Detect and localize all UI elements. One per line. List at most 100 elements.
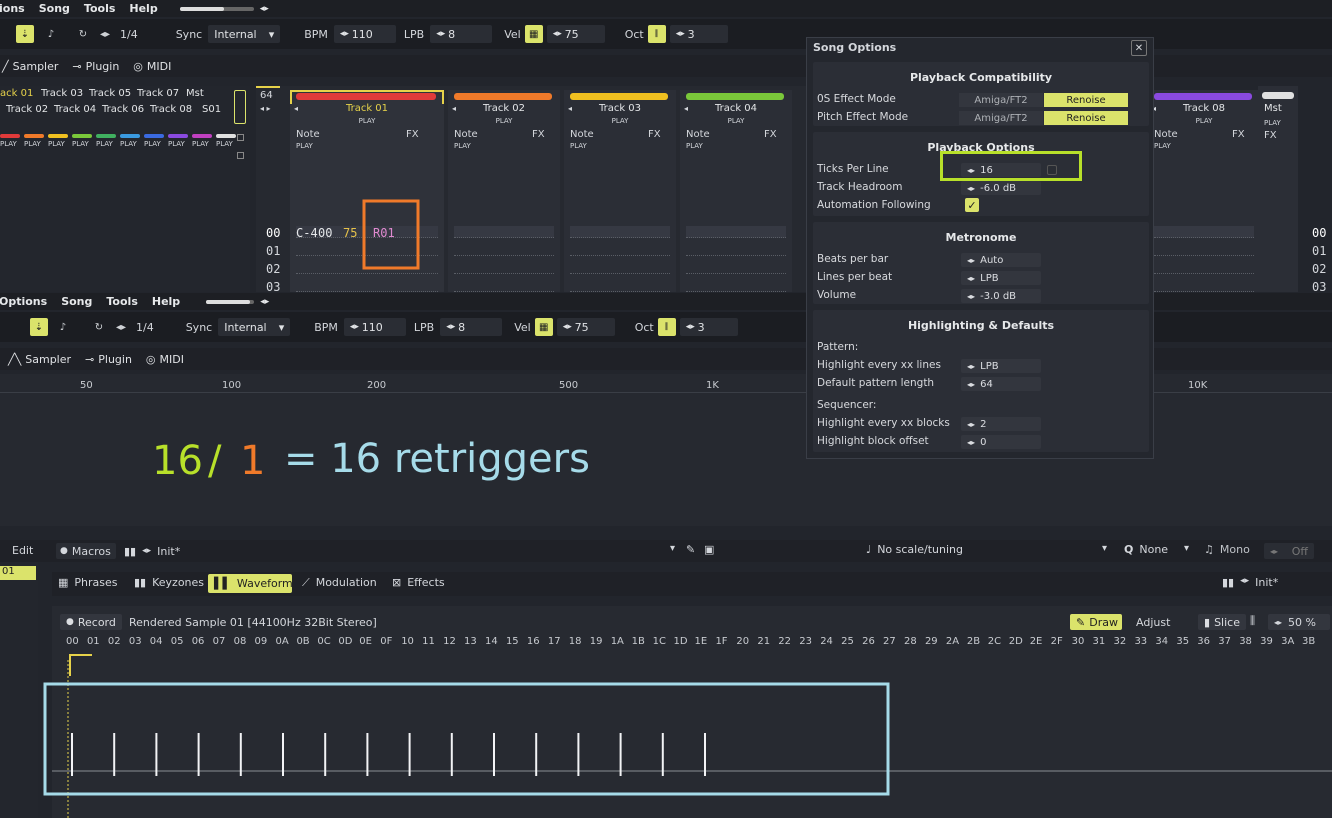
track-matrix-r1-2[interactable]: Track 05 <box>89 88 132 99</box>
glide-off-field[interactable]: ◂▸ Off <box>1264 543 1314 559</box>
mid-vel-field[interactable]: ◂▸ 75 <box>556 318 615 336</box>
zoom-field[interactable]: ◂▸ 50 % <box>1268 614 1330 630</box>
track-matrix-r2-2[interactable]: Track 06 <box>102 104 145 115</box>
matrix-toggle-icon[interactable] <box>234 90 246 124</box>
track-column[interactable] <box>564 90 676 292</box>
scale-select[interactable]: ♩ No scale/tuning <box>866 543 963 556</box>
volume-cell[interactable]: 75 <box>343 226 358 240</box>
tab-sampler-top[interactable]: ╱ Sampler <box>2 59 59 73</box>
ticks-checkbox[interactable] <box>1047 165 1057 175</box>
track-column[interactable] <box>290 90 444 104</box>
draw-button[interactable]: ✎ Draw <box>1070 614 1122 630</box>
edit-pencil-icon[interactable]: ✎ <box>686 543 696 556</box>
track-name[interactable]: Track 04 <box>714 103 758 114</box>
mid-metronome-icon[interactable]: ♪ <box>59 321 67 333</box>
pitch-mode-renoise[interactable]: Renoise <box>1044 111 1128 125</box>
mid-line-step-value[interactable]: 1/4 <box>136 320 154 334</box>
pattern-row[interactable] <box>296 244 438 256</box>
headroom-field[interactable]: ◂▸ -6.0 dB <box>961 181 1041 195</box>
track-collapse-icon[interactable]: ◂ <box>452 104 457 113</box>
matrix-checkbox-2[interactable] <box>237 152 244 159</box>
master-volume-slider[interactable] <box>179 6 254 11</box>
track-column[interactable] <box>680 90 792 292</box>
tab-midi-mid[interactable]: ◎ MIDI <box>145 352 184 366</box>
metronome-volume-field[interactable]: ◂▸ -3.0 dB <box>961 289 1041 303</box>
menu-help[interactable]: Help <box>129 2 158 15</box>
pattern-row[interactable] <box>1154 280 1254 292</box>
mid-menu-options[interactable]: Options <box>0 295 48 308</box>
tab-effects[interactable]: ⊠ Effects <box>392 576 445 589</box>
menu-song[interactable]: Song <box>38 2 70 15</box>
step-arrows-icon[interactable]: ◂▸ <box>99 28 111 40</box>
pattern-row[interactable] <box>570 244 670 256</box>
pitch-mode-amiga[interactable]: Amiga/FT2 <box>959 111 1043 125</box>
lines-per-beat-field[interactable]: ◂▸ LPB <box>961 271 1041 285</box>
loop-start-marker[interactable] <box>69 654 92 676</box>
tab-sampler-mid[interactable]: ╱╲ Sampler <box>8 352 72 366</box>
track-name[interactable]: Track 01 <box>345 103 389 114</box>
mid-menu-help[interactable]: Help <box>151 295 181 308</box>
metronome-icon[interactable]: ♪ <box>47 28 55 40</box>
mid-lpb-field[interactable]: ◂▸ 8 <box>440 318 503 336</box>
tab-plugin-top[interactable]: ⊸ Plugin <box>72 59 120 73</box>
beats-field[interactable]: ◂▸ Auto <box>961 253 1041 267</box>
mid-step-arrows-icon[interactable]: ◂▸ <box>115 321 127 333</box>
track-collapse-icon[interactable]: ◂ <box>568 104 573 113</box>
preset-select[interactable]: ▮▮ ◂▸ Init* <box>124 543 680 559</box>
track-name[interactable]: Track 03 <box>598 103 642 114</box>
automation-checkbox[interactable]: ✓ <box>965 198 979 212</box>
tab-plugin-mid[interactable]: ⊸ Plugin <box>85 352 132 366</box>
pattern-row[interactable] <box>454 244 554 256</box>
tab-midi-top[interactable]: ◎ MIDI <box>133 59 172 73</box>
pattern-row[interactable] <box>686 280 786 292</box>
pattern-row[interactable] <box>454 262 554 274</box>
slice-button[interactable]: ▮ Slice <box>1198 614 1246 630</box>
instrument-slot-01[interactable]: 01 <box>0 566 36 580</box>
pattern-length-arrows-icon[interactable]: ◂ ▸ <box>260 104 271 113</box>
mid-oct-field[interactable]: ◂▸ 3 <box>679 318 738 336</box>
mid-piano-icon[interactable]: 𝄃 <box>657 318 676 336</box>
track-name[interactable]: Track 02 <box>482 103 526 114</box>
fx-cell[interactable]: R01 <box>373 226 395 240</box>
track-matrix-r2-4[interactable]: S01 <box>202 104 222 115</box>
mid-menu-tools[interactable]: Tools <box>106 295 138 308</box>
effect-mode-renoise[interactable]: Renoise <box>1044 93 1128 107</box>
tab-phrases[interactable]: ▦ Phrases <box>58 576 118 589</box>
lpb-field[interactable]: ◂▸ 8 <box>430 25 493 43</box>
pattern-row[interactable] <box>686 244 786 256</box>
pattern-row[interactable] <box>454 226 554 238</box>
note-cell[interactable]: C-4 <box>296 226 318 240</box>
track-matrix-r1-1[interactable]: Track 03 <box>41 88 84 99</box>
pattern-row[interactable] <box>686 226 786 238</box>
pattern-row[interactable] <box>296 280 438 292</box>
save-disk-icon[interactable]: ▣ <box>704 543 715 556</box>
macros-button[interactable]: ● Macros <box>56 543 116 559</box>
oct-field[interactable]: ◂▸ 3 <box>669 25 728 43</box>
adjust-button[interactable]: Adjust <box>1136 616 1171 629</box>
track-collapse-icon[interactable]: ◂ <box>294 104 299 113</box>
matrix-checkbox-1[interactable] <box>237 134 244 141</box>
sync-select[interactable]: Internal ▾ <box>208 25 281 43</box>
mono-toggle[interactable]: ♫ Mono <box>1204 543 1250 556</box>
pattern-row[interactable] <box>296 226 438 238</box>
track-matrix-r2-1[interactable]: Track 04 <box>54 104 97 115</box>
pattern-row[interactable] <box>570 280 670 292</box>
track-name[interactable]: Track 08 <box>1182 103 1226 114</box>
track-column[interactable] <box>448 90 560 292</box>
tab-waveform[interactable]: ▌▌ Waveform <box>208 574 293 593</box>
effect-mode-amiga[interactable]: Amiga/FT2 <box>959 93 1043 107</box>
pattern-row[interactable] <box>1154 262 1254 274</box>
mid-follow-icon[interactable]: ⇣ <box>30 318 48 336</box>
follow-icon[interactable]: ⇣ <box>16 25 34 43</box>
track-matrix-r2-3[interactable]: Track 08 <box>150 104 193 115</box>
track-collapse-icon[interactable]: ◂ <box>684 104 689 113</box>
menu-options[interactable]: ions <box>0 2 25 15</box>
menu-tools[interactable]: Tools <box>83 2 116 15</box>
inst-preset-right[interactable]: ▮▮ ◂▸ Init* <box>1222 576 1279 589</box>
mid-loop-icon[interactable]: ↻ <box>94 321 104 333</box>
track-matrix-r2-0[interactable]: Track 02 <box>6 104 49 115</box>
bpm-field[interactable]: ◂▸ 110 <box>333 25 396 43</box>
pattern-row[interactable] <box>570 226 670 238</box>
tab-keyzones[interactable]: ▮▮ Keyzones <box>134 576 205 589</box>
line-step-value[interactable]: 1/4 <box>120 27 138 41</box>
